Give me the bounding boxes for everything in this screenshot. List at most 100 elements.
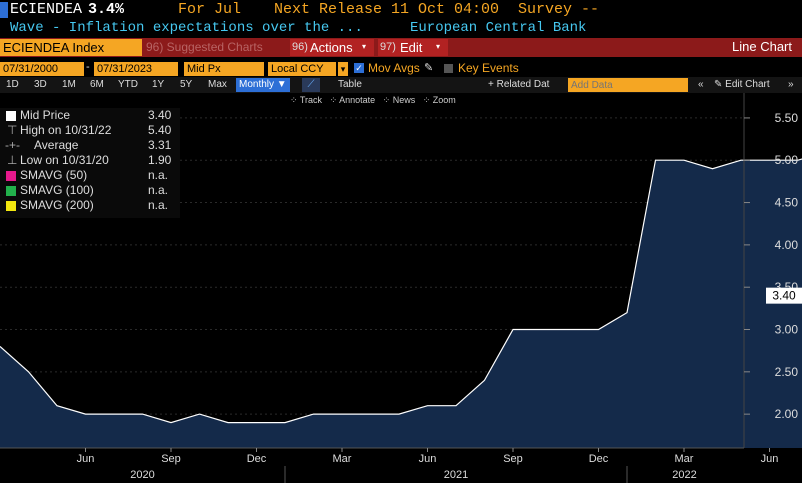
edit-menu[interactable]: 97) Edit ▾	[378, 39, 448, 56]
period-1d[interactable]: 1D	[6, 79, 19, 90]
x-tick-label: Jun	[419, 453, 437, 465]
controls-row: 07/31/2000 - 07/31/2023 Mid Px Local CCY…	[0, 61, 802, 77]
actions-label: Actions	[310, 40, 353, 55]
period-max[interactable]: Max	[208, 79, 227, 90]
y-tick-label: 2.00	[775, 407, 799, 421]
track-label: Track	[299, 95, 323, 105]
legend-label-low: Low on 10/31/20	[20, 153, 109, 167]
y-tick-label: 5.00	[775, 153, 799, 167]
related-data-button[interactable]: + Related Dat	[488, 79, 550, 90]
edit-chart-button[interactable]: ✎ Edit Chart	[714, 79, 770, 90]
y-tick-label: 4.00	[775, 238, 799, 252]
area-fill	[0, 159, 802, 448]
legend-value-smavg-200: n.a.	[148, 198, 169, 212]
y-tick-label: 2.50	[775, 365, 799, 379]
source: European Central Bank	[410, 20, 587, 36]
period-toolbar: 1D 3D 1M 6M YTD 1Y 5Y Max Monthly ▼ ⟋ Ta…	[0, 77, 802, 93]
line-chart[interactable]: 2.002.503.003.504.004.505.005.503.40 Jun…	[0, 93, 802, 483]
zoom-button[interactable]: ⁘ Zoom	[422, 95, 456, 105]
period-3d[interactable]: 3D	[34, 79, 47, 90]
legend-value-mid-price: 3.40	[148, 108, 172, 122]
annotate-label: Annotate	[339, 95, 376, 105]
frequency-select[interactable]: Monthly ▼	[236, 78, 290, 92]
y-tick-label: 5.50	[775, 111, 799, 125]
security-marker	[0, 2, 8, 18]
edit-label: Edit	[400, 40, 423, 55]
field-select[interactable]: Mid Px	[184, 62, 264, 76]
line-chart-icon[interactable]: ⟋	[302, 78, 320, 92]
actions-num: 96)	[292, 41, 308, 53]
legend-value-average: 3.31	[148, 138, 172, 152]
date-separator: -	[86, 61, 90, 73]
end-date-input[interactable]: 07/31/2023	[94, 62, 178, 76]
track-button[interactable]: ⁘ Track	[290, 95, 323, 105]
chevron-down-icon: ▾	[362, 42, 367, 51]
y-tick-label: 3.00	[775, 323, 799, 337]
average-marker-icon: -+-	[5, 138, 20, 152]
for-label: For Jul	[178, 1, 242, 18]
x-tick-label: Sep	[161, 453, 181, 465]
x-axis: JunSepDecMarJunSepDecMarJunSepDecMarJun2…	[0, 447, 802, 483]
x-tick-label: Jun	[77, 453, 95, 465]
legend: Mid Price 3.40 ⊤ High on 10/31/22 5.40 -…	[0, 108, 180, 218]
period-6m[interactable]: 6M	[90, 79, 104, 90]
description-row: Wave - Inflation expectations over the .…	[0, 20, 802, 38]
key-events-label[interactable]: Key Events	[458, 61, 519, 75]
series-line	[0, 158, 802, 424]
legend-label-average: Average	[34, 138, 79, 152]
menu-bar: ECIENDEA Index 96) Suggested Charts 96) …	[0, 38, 802, 57]
x-tick-label: Sep	[503, 453, 523, 465]
legend-swatch-mid-price	[6, 111, 16, 121]
low-marker-icon: ⊥	[7, 153, 18, 167]
legend-swatch-smavg-50	[6, 171, 16, 181]
x-year-label: 2020	[130, 469, 154, 481]
legend-swatch-smavg-100	[6, 186, 16, 196]
period-5y[interactable]: 5Y	[180, 79, 193, 90]
legend-label-smavg-100: SMAVG (100)	[20, 183, 94, 197]
period-1y[interactable]: 1Y	[152, 79, 165, 90]
legend-value-low: 1.90	[148, 153, 172, 167]
x-tick-label: Dec	[247, 453, 267, 465]
last-value-box	[766, 287, 802, 304]
header-row: ECIENDEA 3.4% For Jul Next Release 11 Oc…	[0, 0, 802, 20]
annotate-button[interactable]: ⁘ Annotate	[329, 95, 376, 105]
period-ytd[interactable]: YTD	[118, 79, 138, 90]
news-button[interactable]: ⁘ News	[382, 95, 416, 105]
next-release: Next Release 11 Oct 04:00	[274, 1, 500, 18]
period-1m[interactable]: 1M	[62, 79, 76, 90]
start-date-input[interactable]: 07/31/2000	[0, 62, 84, 76]
chart-type[interactable]: Line Chart	[732, 39, 792, 54]
legend-label-smavg-50: SMAVG (50)	[20, 168, 88, 182]
expand-icon[interactable]: »	[788, 79, 794, 90]
news-label: News	[392, 95, 416, 105]
index-label-box[interactable]: ECIENDEA Index	[0, 39, 142, 56]
index-label: ECIENDEA Index	[3, 40, 105, 55]
suggested-charts[interactable]: 96) Suggested Charts	[146, 40, 263, 54]
y-tick-label: 4.50	[775, 196, 799, 210]
x-tick-label: Jun	[761, 453, 779, 465]
description: Wave - Inflation expectations over the .…	[10, 20, 363, 36]
last-value-label: 3.40	[772, 289, 796, 303]
pencil-icon[interactable]: ✎	[424, 62, 434, 74]
table-button[interactable]: Table	[338, 79, 362, 90]
mov-avgs-label[interactable]: Mov Avgs	[368, 61, 420, 75]
y-axis: 2.002.503.003.504.004.505.005.503.40	[743, 93, 802, 448]
x-tick-label: Mar	[333, 453, 352, 465]
chevron-down-icon[interactable]: ▾	[338, 62, 348, 76]
high-marker-icon: ⊤	[7, 123, 18, 137]
legend-label-smavg-200: SMAVG (200)	[20, 198, 94, 212]
edit-num: 97)	[380, 41, 396, 53]
add-data-input[interactable]	[568, 78, 688, 92]
chevron-down-icon: ▾	[436, 42, 441, 51]
x-tick-label: Dec	[589, 453, 609, 465]
x-axis-band	[0, 448, 802, 483]
checkbox-checked-icon[interactable]: ✓	[354, 63, 364, 73]
collapse-icon[interactable]: «	[698, 79, 704, 90]
checkbox-unchecked-icon[interactable]	[444, 64, 453, 73]
x-tick-label: Mar	[675, 453, 694, 465]
legend-swatch-smavg-200	[6, 201, 16, 211]
actions-menu[interactable]: 96) Actions ▾	[290, 39, 374, 56]
currency-select[interactable]: Local CCY	[268, 62, 336, 76]
zoom-label: Zoom	[432, 95, 456, 105]
x-year-label: 2021	[444, 469, 468, 481]
